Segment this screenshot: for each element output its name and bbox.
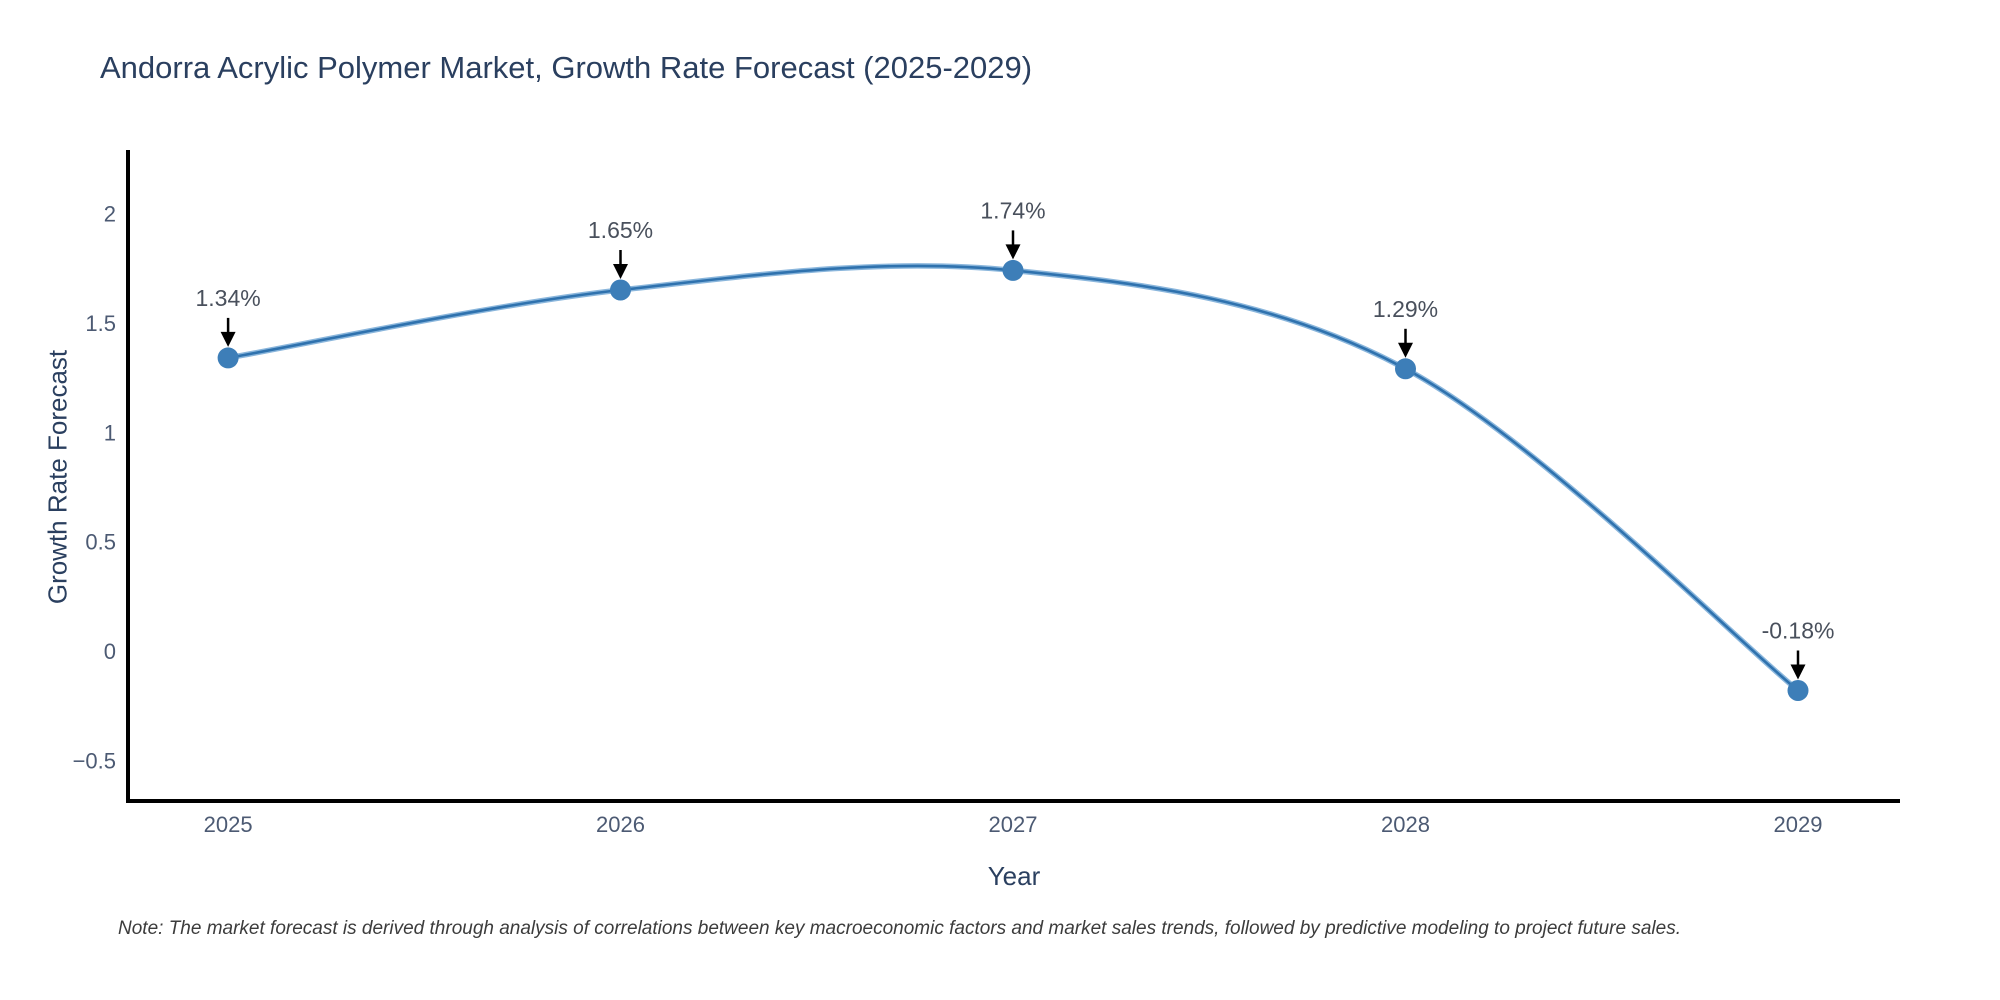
x-tick-label: 2026 <box>596 812 645 837</box>
data-point-label: -0.18% <box>1762 618 1835 644</box>
y-tick-label: 1 <box>104 420 116 445</box>
data-point-label: 1.34% <box>195 285 260 311</box>
data-point-label: 1.65% <box>588 217 653 243</box>
chart-title: Andorra Acrylic Polymer Market, Growth R… <box>100 50 1033 85</box>
y-tick-label: 1.5 <box>85 311 116 336</box>
axis-lines <box>126 150 1900 803</box>
forecast-line-outer <box>225 263 1801 694</box>
annotation-arrow-head <box>1398 342 1413 358</box>
y-tick-label: 2 <box>104 201 116 226</box>
y-tick-label: 0.5 <box>85 530 116 555</box>
data-point-marker[interactable] <box>1002 259 1024 281</box>
x-tick-label: 2025 <box>204 812 253 837</box>
x-tick-label: 2028 <box>1381 812 1430 837</box>
y-axis-title: Growth Rate Forecast <box>42 349 73 605</box>
annotation-arrow-head <box>613 264 628 279</box>
data-point-marker[interactable] <box>610 279 631 301</box>
annotation-arrow-head <box>1005 244 1021 260</box>
annotation-arrow-head <box>1790 664 1806 680</box>
data-point-marker[interactable] <box>217 347 239 369</box>
x-tick-label: 2029 <box>1774 812 1823 837</box>
forecast-line <box>226 264 1800 692</box>
data-point-marker[interactable] <box>1395 358 1416 380</box>
x-tick-label: 2027 <box>989 812 1038 837</box>
annotation-arrow-head <box>220 331 236 347</box>
data-point-label: 1.74% <box>980 197 1045 223</box>
footnote: Note: The market forecast is derived thr… <box>118 918 1681 939</box>
y-tick-label: 0 <box>104 639 116 664</box>
data-point-label: 1.29% <box>1373 296 1438 322</box>
data-point-marker[interactable] <box>1787 680 1809 701</box>
x-axis-title: Year <box>987 861 1041 891</box>
y-tick-label: −0.5 <box>73 749 116 774</box>
